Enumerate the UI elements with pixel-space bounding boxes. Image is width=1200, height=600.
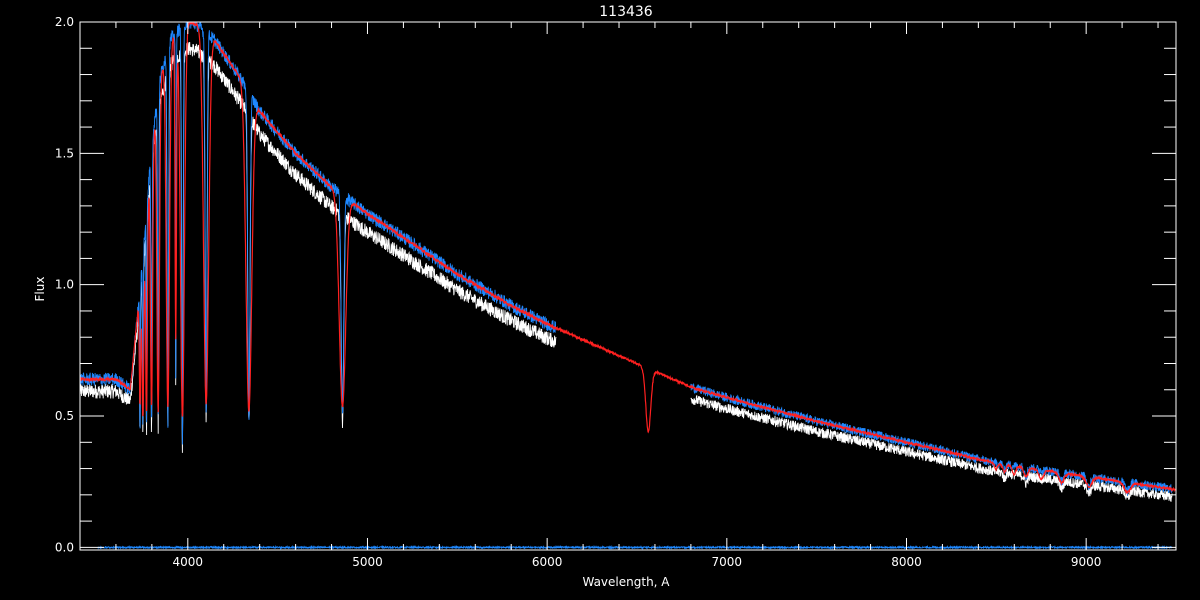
y-tick-label: 1.0	[55, 278, 74, 292]
x-tick-label: 5000	[352, 555, 383, 569]
series-2-line-0	[80, 22, 557, 445]
series-layer	[80, 22, 1176, 550]
x-tick-label: 7000	[712, 555, 743, 569]
x-tick-label: 6000	[532, 555, 563, 569]
x-tick-label: 9000	[1071, 555, 1102, 569]
series-0-line-0	[80, 22, 1176, 495]
series-3-line-0	[97, 544, 1173, 550]
ticks-layer: 4000 5000 6000 7000 8000 9000 0.0 0.5 1.0 1.5 2.0	[55, 15, 1176, 569]
x-axis-label: Wavelength, A	[582, 575, 670, 589]
series-1-line-1	[690, 395, 1173, 502]
y-tick-label: 1.5	[55, 146, 74, 160]
y-tick-label: 2.0	[55, 15, 74, 29]
plot-frame	[79, 21, 1177, 551]
x-tick-label: 8000	[891, 555, 922, 569]
x-tick-label: 4000	[173, 555, 204, 569]
y-axis-label: Flux	[33, 277, 47, 302]
y-tick-label: 0.0	[55, 540, 74, 554]
axes-layer	[79, 21, 1177, 551]
y-tick-label: 0.5	[55, 409, 74, 423]
chart-title: 113436	[599, 4, 653, 20]
